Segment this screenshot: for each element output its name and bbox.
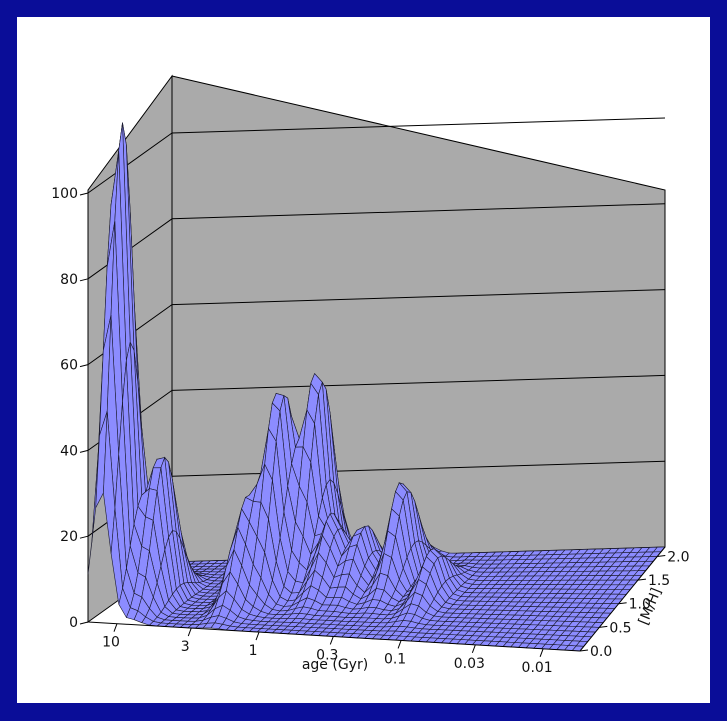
back-wall-gridline	[171, 460, 666, 477]
z-tick-mark	[79, 364, 89, 368]
left-wall-gridline	[87, 132, 173, 194]
y-tick-mark	[618, 602, 627, 605]
x-tick-mark	[113, 623, 118, 632]
x-tick-mark	[187, 627, 192, 637]
z-tick-label: 40	[60, 443, 78, 459]
x-tick-label: 1	[249, 643, 258, 659]
x-axis-label: age (Gyr)	[302, 657, 368, 673]
y-tick-mark	[579, 649, 589, 652]
x-tick-label: 10	[102, 635, 120, 651]
z-tick-mark	[79, 621, 89, 625]
y-axis-line	[579, 546, 666, 652]
x-tick-mark	[397, 640, 402, 649]
x-tick-mark	[471, 644, 476, 654]
y-tick-mark	[637, 578, 647, 581]
y-tick-label: 0.5	[609, 620, 631, 636]
z-tick-label: 20	[60, 529, 78, 545]
z-tick-label: 60	[60, 358, 78, 374]
z-tick-mark	[79, 278, 89, 282]
z-tick-mark	[79, 192, 89, 196]
z-tick-label: 80	[60, 272, 78, 288]
x-axis-line	[87, 621, 581, 652]
y-tick-mark	[657, 554, 666, 557]
z-tick-label: 0	[69, 615, 78, 631]
x-tick-label: 0.03	[454, 656, 485, 672]
y-tick-label: 2.0	[667, 549, 689, 565]
z-tick-mark	[79, 535, 89, 539]
x-tick-mark	[539, 648, 544, 658]
x-tick-mark	[329, 636, 334, 645]
back-wall-gridline	[171, 289, 666, 306]
back-wall-gridline	[171, 374, 666, 391]
y-tick-mark	[599, 625, 608, 628]
x-tick-label: 3	[181, 639, 190, 655]
x-tick-label: 0.01	[522, 660, 553, 676]
x-tick-mark	[255, 631, 260, 641]
z-tick-mark	[79, 449, 89, 453]
back-wall	[171, 75, 666, 563]
back-wall-gridline	[171, 203, 666, 220]
y-tick-label: 1.5	[648, 573, 670, 589]
x-tick-label: 0.3	[316, 647, 338, 663]
y-tick-label: 0.0	[590, 644, 612, 660]
x-tick-label: 0.1	[384, 651, 406, 667]
z-tick-label: 100	[51, 186, 78, 202]
back-wall-gridline	[171, 117, 666, 134]
y-tick-label: 1.0	[629, 597, 651, 613]
